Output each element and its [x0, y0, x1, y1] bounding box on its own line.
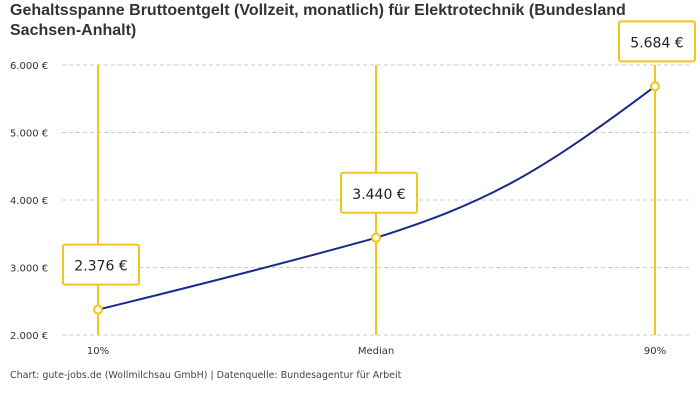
data-label: 2.376 €	[74, 259, 127, 275]
data-label-box	[618, 20, 696, 63]
y-tick-label: 5.000 €	[10, 129, 48, 140]
y-tick-label: 2.000 €	[10, 331, 48, 342]
y-tick-label: 6.000 €	[10, 61, 48, 72]
data-label: 3.440 €	[352, 187, 405, 203]
y-tick-label: 4.000 €	[10, 196, 48, 207]
x-tick-label: 90%	[644, 346, 666, 357]
data-point	[371, 232, 381, 243]
data-label-box	[340, 171, 418, 214]
data-point	[650, 81, 660, 92]
chart-source: Chart: gute-jobs.de (Wollmilchsau GmbH) …	[10, 370, 402, 381]
data-point	[93, 304, 103, 315]
data-label: 5.684 €	[630, 35, 683, 51]
x-tick-label: Median	[358, 346, 394, 357]
y-tick-label: 3.000 €	[10, 264, 48, 275]
data-label-box	[62, 243, 140, 286]
chart-title: Gehaltsspanne Bruttoentgelt (Vollzeit, m…	[10, 2, 626, 39]
x-tick-label: 10%	[87, 346, 109, 357]
